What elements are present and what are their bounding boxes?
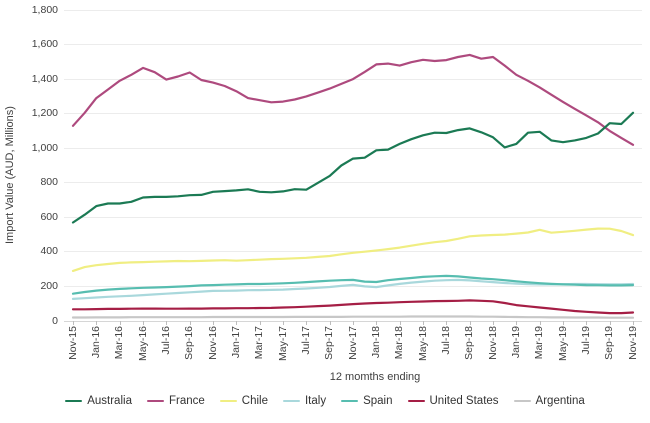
legend: Australia France Chile Italy Spain United Sta… (0, 395, 650, 407)
x-tick-mark (586, 321, 588, 325)
legend-item-spain: Spain (341, 395, 393, 407)
y-tick-label: 0 (52, 314, 58, 327)
gridline (64, 147, 642, 149)
legend-item-united-states: United States (407, 395, 499, 407)
legend-swatch (219, 399, 237, 403)
x-tick-mark (166, 321, 168, 325)
legend-label: Italy (304, 395, 327, 407)
x-tick-mark (213, 321, 214, 325)
x-tick-mark (446, 321, 448, 325)
gridline (64, 9, 642, 11)
y-tick-label: 1,800 (31, 3, 58, 16)
legend-swatch (146, 399, 164, 403)
y-tick-label: 600 (40, 210, 58, 223)
x-tick-mark (329, 321, 331, 325)
x-tick-mark (423, 321, 424, 325)
series-line-spain (71, 274, 635, 295)
legend-swatch (407, 399, 425, 403)
x-tick-mark (563, 321, 564, 325)
legend-label: United States (429, 395, 499, 407)
x-tick-mark (376, 321, 378, 325)
series-line-italy (71, 278, 635, 300)
x-tick-label: Nov-15 (66, 326, 79, 360)
x-tick-mark (493, 321, 494, 325)
legend-item-italy: Italy (282, 395, 327, 407)
legend-item-chile: Chile (219, 395, 268, 407)
gridline (64, 113, 642, 115)
legend-swatch (282, 399, 300, 403)
y-tick-label: 200 (40, 279, 58, 292)
x-tick-mark (73, 321, 74, 325)
legend-label: Spain (363, 395, 393, 407)
series-line-chile (71, 227, 635, 272)
y-tick-label: 1,200 (31, 107, 58, 120)
gridline (64, 44, 642, 46)
x-tick-mark (469, 321, 471, 325)
legend-item-argentina: Argentina (513, 395, 585, 407)
x-tick-mark (609, 321, 611, 325)
gridline (64, 216, 642, 218)
x-tick-mark (236, 321, 238, 325)
x-tick-mark (143, 321, 144, 325)
x-tick-mark (353, 321, 354, 325)
y-tick-label: 400 (40, 245, 58, 258)
y-tick-label: 1,400 (31, 72, 58, 85)
x-tick-mark (259, 321, 261, 325)
legend-label: France (168, 395, 205, 407)
x-tick-mark (96, 321, 98, 325)
legend-swatch (65, 399, 83, 403)
legend-item-australia: Australia (65, 395, 132, 407)
series-line-australia (71, 111, 635, 224)
x-tick-mark (283, 321, 284, 325)
x-tick-mark (539, 321, 541, 325)
series-line-argentina (71, 315, 635, 319)
y-tick-label: 1,000 (31, 141, 58, 154)
x-tick-mark (399, 321, 401, 325)
series-line-france (71, 53, 635, 146)
y-tick-label: 800 (40, 176, 58, 189)
legend-label: Argentina (535, 395, 585, 407)
x-tick-mark (119, 321, 121, 325)
legend-label: Australia (87, 395, 132, 407)
x-axis-title: 12 momths ending (329, 371, 421, 383)
y-tick-label: 1,600 (31, 38, 58, 51)
legend-label: Chile (241, 395, 268, 407)
legend-swatch (513, 399, 531, 403)
series-line-united-states (71, 299, 635, 315)
gridline (64, 182, 642, 184)
x-tick-mark (516, 321, 518, 325)
legend-swatch (341, 399, 359, 403)
x-tick-mark (306, 321, 308, 325)
x-tick-mark (633, 321, 634, 325)
legend-item-france: France (146, 395, 205, 407)
gridline (64, 285, 642, 287)
x-tick-mark (189, 321, 191, 325)
